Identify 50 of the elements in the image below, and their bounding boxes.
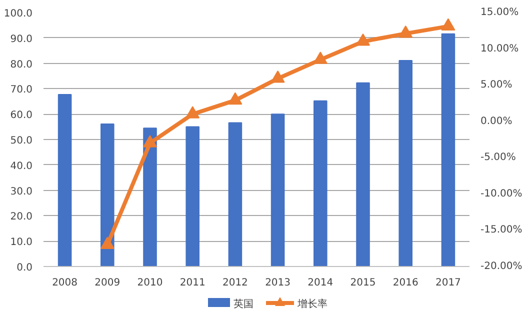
y2-tick-label: -15.00% bbox=[480, 224, 522, 236]
y2-tick-label: -5.00% bbox=[480, 152, 516, 164]
x-tick-label: 2015 bbox=[350, 278, 376, 288]
y2-tick-label: -20.00% bbox=[480, 261, 522, 272]
bar bbox=[314, 100, 328, 266]
y-tick-label: 90.0 bbox=[10, 34, 32, 45]
x-tick-label: 2014 bbox=[308, 278, 334, 288]
y-tick-label: 100.0 bbox=[4, 8, 33, 20]
y-tick-label: 0.0 bbox=[16, 262, 33, 274]
y2-tick-label: -10.00% bbox=[480, 188, 522, 200]
legend-label: 英国 bbox=[234, 298, 254, 310]
bar bbox=[186, 126, 200, 266]
bar bbox=[143, 128, 157, 266]
point bbox=[398, 26, 413, 38]
y-tick-label: 20.0 bbox=[10, 212, 32, 223]
x-tick-label: 2016 bbox=[392, 278, 418, 288]
legend-label: 增长率 bbox=[298, 298, 328, 310]
bar bbox=[356, 82, 370, 266]
point bbox=[186, 106, 200, 118]
y2-tick-label: 15.00% bbox=[480, 7, 519, 18]
point bbox=[356, 34, 370, 46]
point bbox=[143, 135, 157, 148]
y-tick-label: 50.0 bbox=[10, 136, 32, 146]
y-tick-label: 60.0 bbox=[10, 110, 32, 122]
y-tick-label: 70.0 bbox=[10, 84, 32, 96]
x-tick-label: 2013 bbox=[265, 278, 291, 288]
x-tick-label: 2017 bbox=[435, 278, 461, 288]
point bbox=[441, 18, 456, 31]
bar bbox=[398, 60, 412, 266]
y2-tick-label: 0.00% bbox=[480, 116, 512, 127]
x-tick-label: 2012 bbox=[222, 278, 248, 288]
bar bbox=[58, 94, 72, 266]
y-tick-label: 10.0 bbox=[10, 237, 32, 248]
y2-tick-label: 10.00% bbox=[480, 43, 519, 54]
y-tick-label: 40.0 bbox=[10, 160, 32, 172]
x-tick-label: 2011 bbox=[180, 278, 206, 288]
y-tick-label: 30.0 bbox=[10, 186, 32, 198]
x-tick-label: 2008 bbox=[52, 278, 78, 288]
point bbox=[100, 236, 114, 249]
x-tick-label: 2009 bbox=[94, 278, 120, 288]
x-tick-label: 2010 bbox=[137, 278, 163, 288]
point bbox=[270, 70, 285, 83]
bar bbox=[270, 114, 285, 266]
point bbox=[228, 92, 242, 105]
y-tick-label: 80.0 bbox=[10, 59, 32, 70]
bar bbox=[228, 122, 242, 266]
y2-tick-label: 5.00% bbox=[480, 80, 512, 91]
bar bbox=[100, 124, 114, 266]
point bbox=[313, 52, 328, 64]
bar bbox=[441, 33, 456, 266]
